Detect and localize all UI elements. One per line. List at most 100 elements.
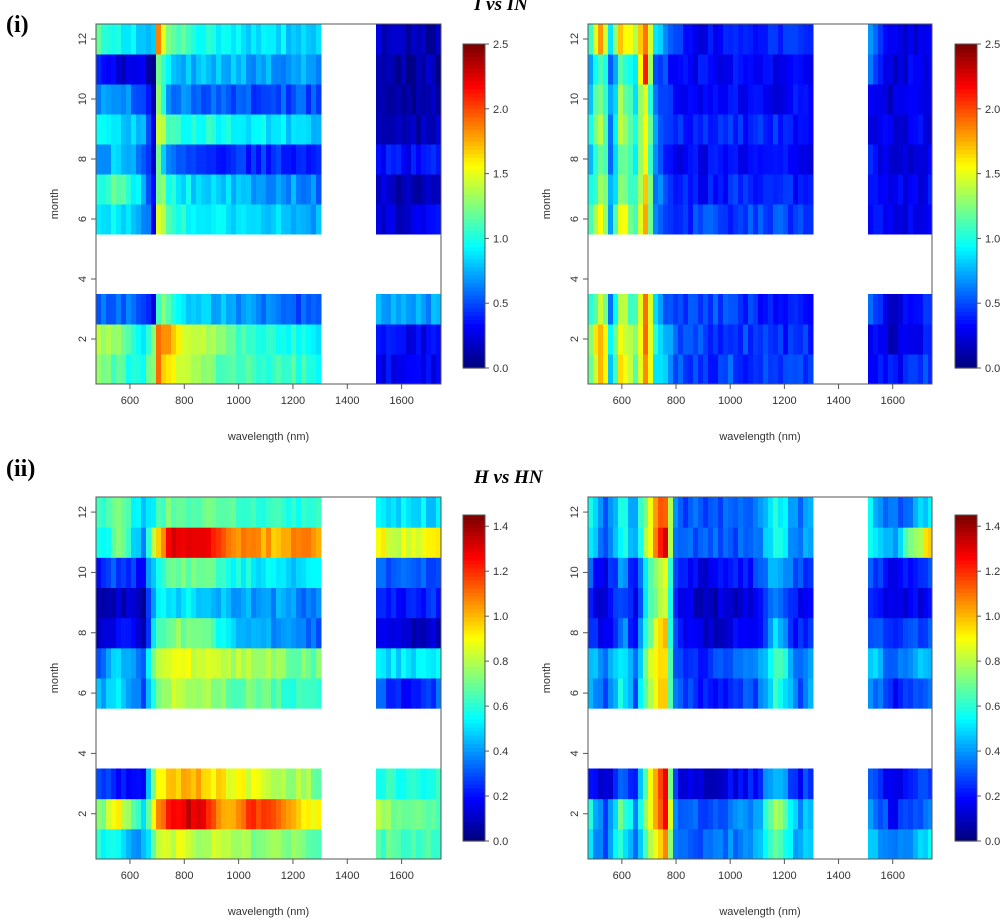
heatmap-cell [758, 798, 764, 830]
heatmap-cell [608, 114, 614, 145]
colorbar-tick-label: 2.5 [493, 39, 508, 51]
heatmap-cell [221, 24, 227, 55]
heatmap-cell [868, 678, 874, 709]
heatmap-cell [381, 24, 387, 55]
x-tick-label: 800 [667, 870, 685, 882]
colorbar-segment [463, 694, 485, 699]
heatmap-cell [176, 587, 182, 619]
heatmap-cell [643, 678, 649, 709]
colorbar-segment [955, 201, 977, 207]
heatmap-cell [111, 114, 117, 145]
heatmap-cell [116, 204, 122, 235]
heatmap-cell [788, 497, 794, 528]
heatmap-cell [618, 324, 624, 355]
heatmap-cell [623, 354, 629, 385]
heatmap-cell [271, 678, 277, 709]
heatmap-cell [893, 557, 899, 588]
heatmap-cell [271, 798, 277, 830]
heatmap-cell [758, 617, 764, 649]
heatmap-cell [893, 497, 899, 528]
heatmap-cell [191, 557, 197, 588]
heatmap-cell [206, 294, 212, 325]
heatmap-cell [673, 647, 679, 679]
heatmap-cell [191, 497, 197, 528]
heatmap-cell [266, 497, 272, 528]
heatmap-cell [928, 557, 933, 588]
heatmap-cell [181, 647, 187, 679]
heatmap-cell [191, 617, 197, 649]
heatmap-cell [311, 678, 317, 709]
heatmap-cell [798, 24, 804, 55]
heatmap-cell [888, 828, 894, 860]
heatmap-cell [693, 647, 699, 679]
heatmap-cell [416, 587, 422, 619]
heatmap-cell [281, 84, 287, 115]
heatmap-cell [281, 294, 287, 325]
colorbar-segment [463, 698, 485, 704]
heatmap-cell [196, 527, 202, 558]
heatmap-row-month-11 [96, 54, 442, 85]
heatmap-cell [738, 144, 744, 175]
heatmap-cell [883, 678, 889, 709]
heatmap-cell [648, 144, 654, 175]
colorbar-segment [463, 669, 485, 675]
y-tick-label: 6 [569, 690, 581, 696]
heatmap-row-month-6 [96, 678, 442, 709]
heatmap-cell [411, 828, 417, 860]
heatmap-cell [286, 647, 292, 679]
heatmap-cell [668, 54, 674, 85]
heatmap-cell [598, 144, 604, 175]
heatmap-cell [156, 354, 162, 385]
heatmap-cell [426, 527, 432, 558]
heatmap-cell [618, 294, 624, 325]
heatmap-cell [628, 204, 634, 235]
heatmap-cell [713, 294, 719, 325]
heatmap-cell [246, 678, 252, 709]
heatmap-cell [191, 768, 197, 800]
heatmap-cell [186, 798, 192, 830]
heatmap-cell [221, 84, 227, 115]
heatmap-cell [593, 24, 599, 55]
heatmap-cell [618, 174, 624, 205]
heatmap-cell [653, 54, 659, 85]
heatmap-row-month-12 [588, 497, 933, 528]
colorbar-segment [955, 678, 977, 683]
heatmap-cell [668, 497, 674, 528]
heatmap-cell [893, 54, 899, 85]
heatmap-cell [411, 144, 417, 175]
heatmap-cell [376, 54, 382, 85]
heatmap-cell [738, 294, 744, 325]
colorbar-segment [955, 116, 977, 122]
colorbar-tick-label: 0.4 [493, 746, 508, 758]
heatmap-cell [778, 617, 784, 649]
heatmap-cell [608, 294, 614, 325]
heatmap-cell [241, 828, 247, 860]
heatmap-cell [673, 324, 679, 355]
heatmap-cell [426, 324, 432, 355]
heatmap-cell [301, 798, 307, 830]
heatmap-cell [231, 54, 237, 85]
heatmap-cell [131, 678, 137, 709]
heatmap-cell [783, 557, 789, 588]
heatmap-cell [96, 204, 102, 235]
colorbar-segment [463, 96, 485, 102]
heatmap-cell [613, 557, 619, 588]
heatmap-cell [281, 587, 287, 619]
colorbar-segment [955, 72, 977, 77]
heatmap-cell [638, 144, 644, 175]
colorbar-segment [955, 706, 977, 712]
heatmap-cell [598, 497, 604, 528]
heatmap-cell [146, 587, 152, 619]
colorbar-segment [463, 678, 485, 683]
heatmap-cell [878, 798, 884, 830]
heatmap-cell [181, 354, 187, 385]
heatmap-cell [658, 54, 664, 85]
heatmap-cell [251, 527, 257, 558]
heatmap-cell [261, 54, 267, 85]
heatmap-cell [296, 174, 302, 205]
heatmap-cell [768, 527, 774, 558]
y-tick-label: 2 [77, 336, 89, 342]
heatmap-cell [888, 678, 894, 709]
heatmap-cell [798, 174, 804, 205]
heatmap-cell [793, 768, 799, 800]
